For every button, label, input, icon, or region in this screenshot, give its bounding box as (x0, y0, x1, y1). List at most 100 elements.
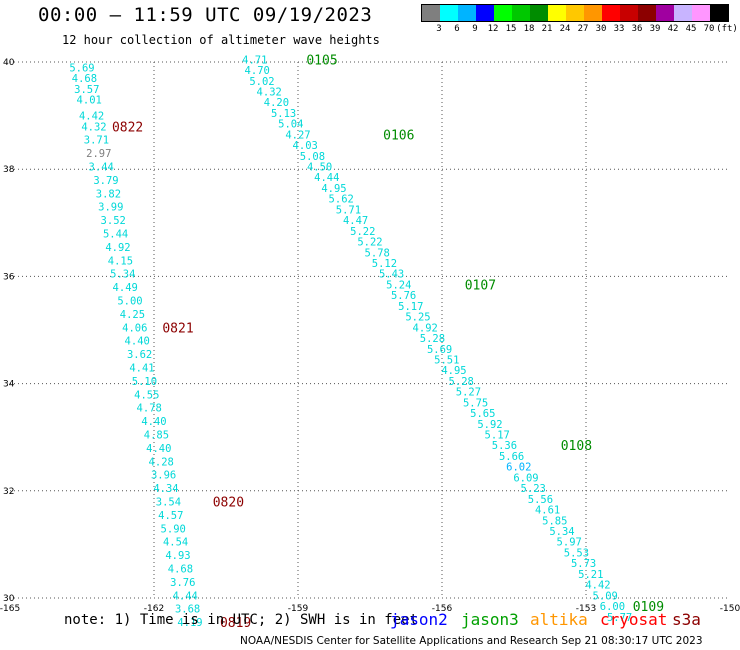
legend-label: 21 (541, 24, 553, 34)
wave-height-label: 4.42 (79, 111, 104, 123)
legend-swatch (494, 5, 512, 21)
wave-height-label: 4.71 (242, 54, 267, 66)
wave-height-label: 3.54 (156, 497, 181, 509)
wave-height-label: 4.95 (441, 365, 466, 377)
wave-height-label: 5.75 (463, 397, 488, 409)
satellite-name: jason3 (461, 610, 519, 629)
wave-height-label: 4.32 (257, 86, 282, 98)
legend-swatch (476, 5, 494, 21)
legend-swatch (620, 5, 638, 21)
wave-height-label: 5.08 (300, 151, 325, 163)
wave-height-label: 5.23 (521, 483, 546, 495)
wave-height-label: 4.92 (413, 322, 438, 334)
wave-height-label: 4.93 (165, 550, 190, 562)
wave-height-label: 5.90 (161, 523, 186, 535)
legend-swatch (656, 5, 674, 21)
legend-swatch (512, 5, 530, 21)
wave-height-label: 5.66 (499, 451, 524, 463)
pass-time-label: 0109 (633, 600, 664, 615)
wave-height-label: 4.78 (137, 403, 162, 415)
wave-height-label: 3.57 (74, 84, 99, 96)
wave-height-label: 5.76 (391, 290, 416, 302)
map-subtitle: 12 hour collection of altimeter wave hei… (62, 33, 380, 47)
wave-height-label: 6.09 (513, 472, 538, 484)
legend-label: 18 (523, 24, 535, 34)
wave-height-label: 5.09 (593, 590, 618, 602)
pass-time-label: 0821 (162, 321, 193, 336)
satellite-name: jason2 (390, 610, 448, 629)
wave-height-label: 5.17 (485, 430, 510, 442)
wave-height-label: 4.85 (144, 430, 169, 442)
legend-swatch (674, 5, 692, 21)
wave-height-label: 5.27 (456, 387, 481, 399)
legend-label: 33 (613, 24, 625, 34)
legend-swatch (530, 5, 548, 21)
wave-height-label: 4.40 (141, 416, 166, 428)
wave-height-label: 4.19 (177, 617, 202, 629)
legend-swatch (602, 5, 620, 21)
lat-tick-label: 32 (3, 487, 14, 497)
wave-height-label: 4.27 (285, 129, 310, 141)
pass-time-label: 0108 (561, 439, 592, 454)
color-legend: 3 6 9 12 15 18 21 24 27 30 33 36 39 42 45 70 (ft) (421, 4, 740, 36)
wave-height-label: 3.79 (93, 175, 118, 187)
wave-height-label: 5.78 (365, 247, 390, 259)
legend-label: 70 (703, 24, 715, 34)
lon-tick-label: -153 (576, 604, 596, 614)
wave-height-label: 6.02 (506, 462, 531, 474)
wave-height-label: 5.44 (103, 229, 128, 241)
lat-tick-label: 40 (3, 58, 15, 68)
wave-height-label: 3.99 (98, 202, 123, 214)
wave-height-label: 5.69 (69, 62, 94, 74)
wave-height-label: 4.54 (163, 537, 188, 549)
wave-height-label: 4.20 (264, 97, 289, 109)
wave-height-label: 4.40 (125, 336, 150, 348)
legend-swatch (566, 5, 584, 21)
wave-height-label: 4.68 (72, 73, 97, 85)
wave-height-label: 4.49 (113, 282, 138, 294)
wave-height-label: 4.32 (81, 121, 106, 133)
lon-tick-label: -165 (0, 604, 20, 614)
wave-height-label: 4.34 (153, 483, 178, 495)
legend-label: 36 (631, 24, 643, 34)
legend-labels: 3 6 9 12 15 18 21 24 27 30 33 36 39 42 45 70 (ft) (421, 22, 740, 36)
legend-swatch (692, 5, 710, 21)
satellite-name: altika (530, 610, 588, 629)
lat-tick-label: 38 (3, 165, 15, 175)
wave-height-label: 5.24 (386, 279, 411, 291)
wave-height-label: 5.56 (528, 494, 553, 506)
wave-height-label: 4.92 (105, 242, 130, 254)
wave-height-label: 5.04 (278, 119, 303, 131)
lat-tick-label: 34 (3, 380, 15, 390)
wave-height-label: 5.00 (117, 296, 142, 308)
legend-swatch (638, 5, 656, 21)
wave-height-label: 5.22 (357, 237, 382, 249)
satellite-name: s3a (672, 610, 701, 629)
lon-tick-label: -150 (720, 604, 740, 614)
pass-time-label: 0820 (213, 496, 244, 511)
wave-height-label: 3.68 (175, 604, 200, 616)
wave-height-label: 3.52 (101, 215, 126, 227)
wave-height-label: 5.21 (578, 569, 603, 581)
wave-height-label: 5.43 (379, 269, 404, 281)
wave-height-label: 5.65 (470, 408, 495, 420)
wave-height-label: 5.71 (336, 204, 361, 216)
legend-swatch (422, 5, 440, 21)
wave-height-label: 5.12 (372, 258, 397, 270)
wave-height-label: 4.06 (122, 322, 147, 334)
wave-height-label: 2.97 (86, 148, 111, 160)
wave-height-label: 4.41 (129, 363, 154, 375)
wave-height-label: 5.10 (132, 376, 157, 388)
wave-height-label: 5.02 (249, 76, 274, 88)
wave-height-label: 3.76 (170, 577, 195, 589)
wave-height-label: 6.00 (600, 601, 625, 613)
wave-height-label: 4.70 (245, 65, 270, 77)
wave-height-label: 4.44 (173, 590, 198, 602)
wave-height-label: 3.62 (127, 349, 152, 361)
legend-swatch (458, 5, 476, 21)
wave-height-label: 4.68 (168, 564, 193, 576)
satellite-name: cryosat (600, 610, 668, 629)
legend-swatch (440, 5, 458, 21)
wave-height-label: 5.53 (564, 547, 589, 559)
